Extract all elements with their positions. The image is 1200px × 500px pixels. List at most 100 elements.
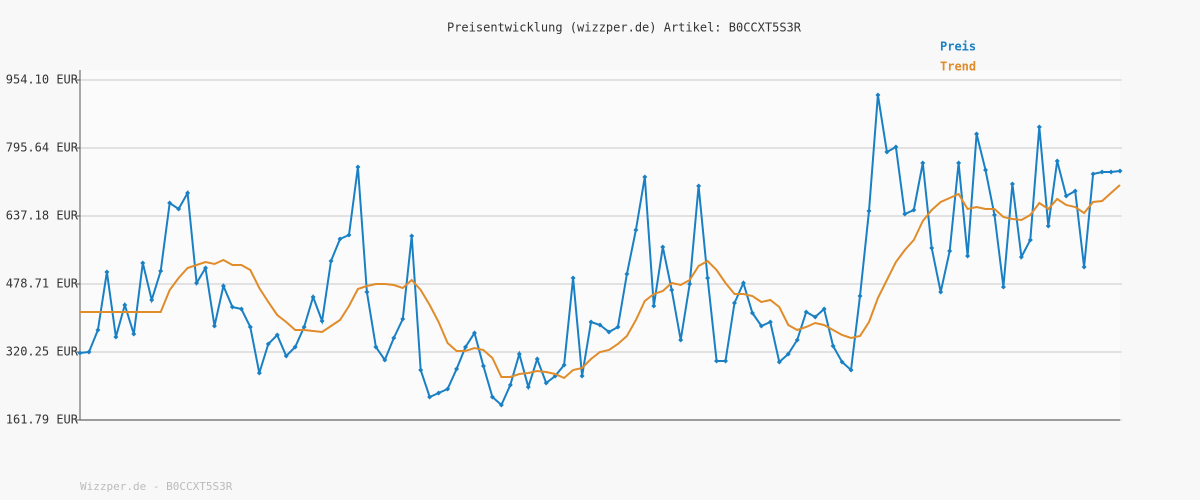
point-marker xyxy=(758,323,764,329)
point-marker xyxy=(821,306,827,312)
point-marker xyxy=(902,211,908,217)
point-marker xyxy=(525,384,531,390)
point-marker xyxy=(104,269,110,275)
point-marker xyxy=(534,356,540,362)
point-marker xyxy=(543,380,549,386)
point-marker xyxy=(373,344,379,350)
point-marker xyxy=(418,367,424,373)
point-marker xyxy=(974,131,980,137)
point-marker xyxy=(794,337,800,343)
point-marker xyxy=(1081,264,1087,270)
point-marker xyxy=(346,232,352,238)
point-marker xyxy=(597,322,603,328)
point-marker xyxy=(884,149,890,155)
y-tick-label: 478.71 EUR xyxy=(6,277,79,291)
point-marker xyxy=(140,260,146,266)
point-marker xyxy=(364,289,370,295)
point-marker xyxy=(1090,171,1096,177)
point-marker xyxy=(857,293,863,299)
point-marker xyxy=(454,366,460,372)
point-marker xyxy=(131,331,137,337)
plot-area xyxy=(80,70,1120,420)
point-marker xyxy=(920,160,926,166)
point-marker xyxy=(1063,193,1069,199)
point-marker xyxy=(445,386,451,392)
point-marker xyxy=(776,359,782,365)
y-tick-label: 637.18 EUR xyxy=(6,208,79,222)
point-marker xyxy=(803,309,809,315)
point-marker xyxy=(158,268,164,274)
footer: Wizzper.de - B0CCXT5S3R xyxy=(80,480,233,493)
point-marker xyxy=(1045,223,1051,229)
point-marker xyxy=(274,332,280,338)
point-marker xyxy=(1036,124,1042,130)
point-marker xyxy=(991,212,997,218)
point-marker xyxy=(77,350,83,356)
point-marker xyxy=(409,233,415,239)
point-marker xyxy=(1027,237,1033,243)
point-marker xyxy=(489,394,495,400)
point-marker xyxy=(1108,169,1114,175)
point-marker xyxy=(247,324,253,330)
point-marker xyxy=(705,275,711,281)
point-marker xyxy=(256,370,262,376)
point-marker xyxy=(875,92,881,98)
point-marker xyxy=(86,349,92,355)
point-marker xyxy=(740,280,746,286)
point-marker xyxy=(149,297,155,303)
point-marker xyxy=(1000,284,1006,290)
point-marker xyxy=(95,327,101,333)
point-marker xyxy=(687,281,693,287)
point-marker xyxy=(848,367,854,373)
y-tick-label: 954.10 EUR xyxy=(6,73,79,87)
point-marker xyxy=(570,275,576,281)
series-line xyxy=(80,184,1121,380)
point-marker xyxy=(480,363,486,369)
point-marker xyxy=(507,382,513,388)
point-marker xyxy=(669,287,675,293)
legend-entry: Preis xyxy=(940,40,976,54)
point-marker xyxy=(427,394,433,400)
point-marker xyxy=(767,319,773,325)
point-marker xyxy=(220,283,226,289)
point-marker xyxy=(812,314,818,320)
point-marker xyxy=(292,344,298,350)
point-marker xyxy=(319,318,325,324)
point-marker xyxy=(785,351,791,357)
point-marker xyxy=(176,206,182,212)
point-marker xyxy=(696,183,702,189)
point-marker xyxy=(660,244,666,250)
point-marker xyxy=(471,330,477,336)
point-marker xyxy=(355,164,361,170)
point-marker xyxy=(382,357,388,363)
point-marker xyxy=(723,358,729,364)
point-marker xyxy=(911,207,917,213)
point-marker xyxy=(463,344,469,350)
point-marker xyxy=(839,359,845,365)
point-marker xyxy=(561,362,567,368)
point-marker xyxy=(436,390,442,396)
chart-title: Preisentwicklung (wizzper.de) Artikel: B… xyxy=(447,21,802,35)
point-marker xyxy=(947,248,953,254)
point-marker xyxy=(678,337,684,343)
point-marker xyxy=(211,323,217,329)
point-marker xyxy=(185,190,191,196)
point-marker xyxy=(400,316,406,322)
point-marker xyxy=(194,280,200,286)
point-marker xyxy=(588,319,594,325)
point-marker xyxy=(122,302,128,308)
y-tick-label: 795.64 EUR xyxy=(6,140,79,154)
point-marker xyxy=(866,208,872,214)
point-marker xyxy=(310,294,316,300)
point-marker xyxy=(983,167,989,173)
point-marker xyxy=(929,245,935,251)
point-marker xyxy=(1054,158,1060,164)
point-marker xyxy=(238,306,244,312)
point-marker xyxy=(615,324,621,330)
y-tick-label: 320.25 EUR xyxy=(6,345,79,359)
point-marker xyxy=(642,174,648,180)
point-marker xyxy=(113,334,119,340)
point-marker xyxy=(1117,168,1123,174)
